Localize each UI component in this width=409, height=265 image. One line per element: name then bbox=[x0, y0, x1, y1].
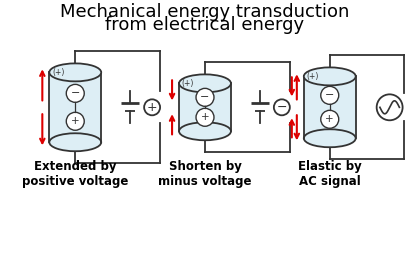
Circle shape bbox=[320, 110, 338, 128]
Bar bbox=[49, 72, 101, 142]
Circle shape bbox=[196, 108, 213, 126]
Text: +: + bbox=[325, 114, 333, 124]
Circle shape bbox=[376, 94, 402, 120]
Text: (+): (+) bbox=[306, 72, 318, 81]
Text: Extended by
positive voltage: Extended by positive voltage bbox=[22, 160, 128, 188]
Ellipse shape bbox=[49, 63, 101, 81]
Text: Mechanical energy transduction: Mechanical energy transduction bbox=[60, 2, 349, 20]
Text: (+): (+) bbox=[182, 79, 194, 88]
Circle shape bbox=[66, 112, 84, 130]
Circle shape bbox=[320, 86, 338, 104]
Circle shape bbox=[144, 99, 160, 115]
Text: −: − bbox=[70, 88, 80, 98]
Bar bbox=[179, 83, 230, 131]
Text: Shorten by
minus voltage: Shorten by minus voltage bbox=[158, 160, 251, 188]
Text: −: − bbox=[200, 92, 209, 102]
Ellipse shape bbox=[179, 74, 230, 92]
Text: +: + bbox=[71, 116, 79, 126]
Ellipse shape bbox=[303, 129, 355, 147]
Bar bbox=[303, 76, 355, 138]
Text: −: − bbox=[324, 90, 334, 100]
Ellipse shape bbox=[303, 67, 355, 85]
Ellipse shape bbox=[179, 122, 230, 140]
Circle shape bbox=[66, 84, 84, 102]
Text: from electrical energy: from electrical energy bbox=[105, 16, 304, 34]
Text: +: + bbox=[146, 101, 157, 114]
Text: +: + bbox=[200, 112, 209, 122]
Ellipse shape bbox=[49, 133, 101, 151]
Text: Elastic by
AC signal: Elastic by AC signal bbox=[297, 160, 361, 188]
Circle shape bbox=[196, 88, 213, 106]
Text: (+): (+) bbox=[52, 68, 64, 77]
Circle shape bbox=[273, 99, 289, 115]
Text: −: − bbox=[276, 101, 286, 114]
